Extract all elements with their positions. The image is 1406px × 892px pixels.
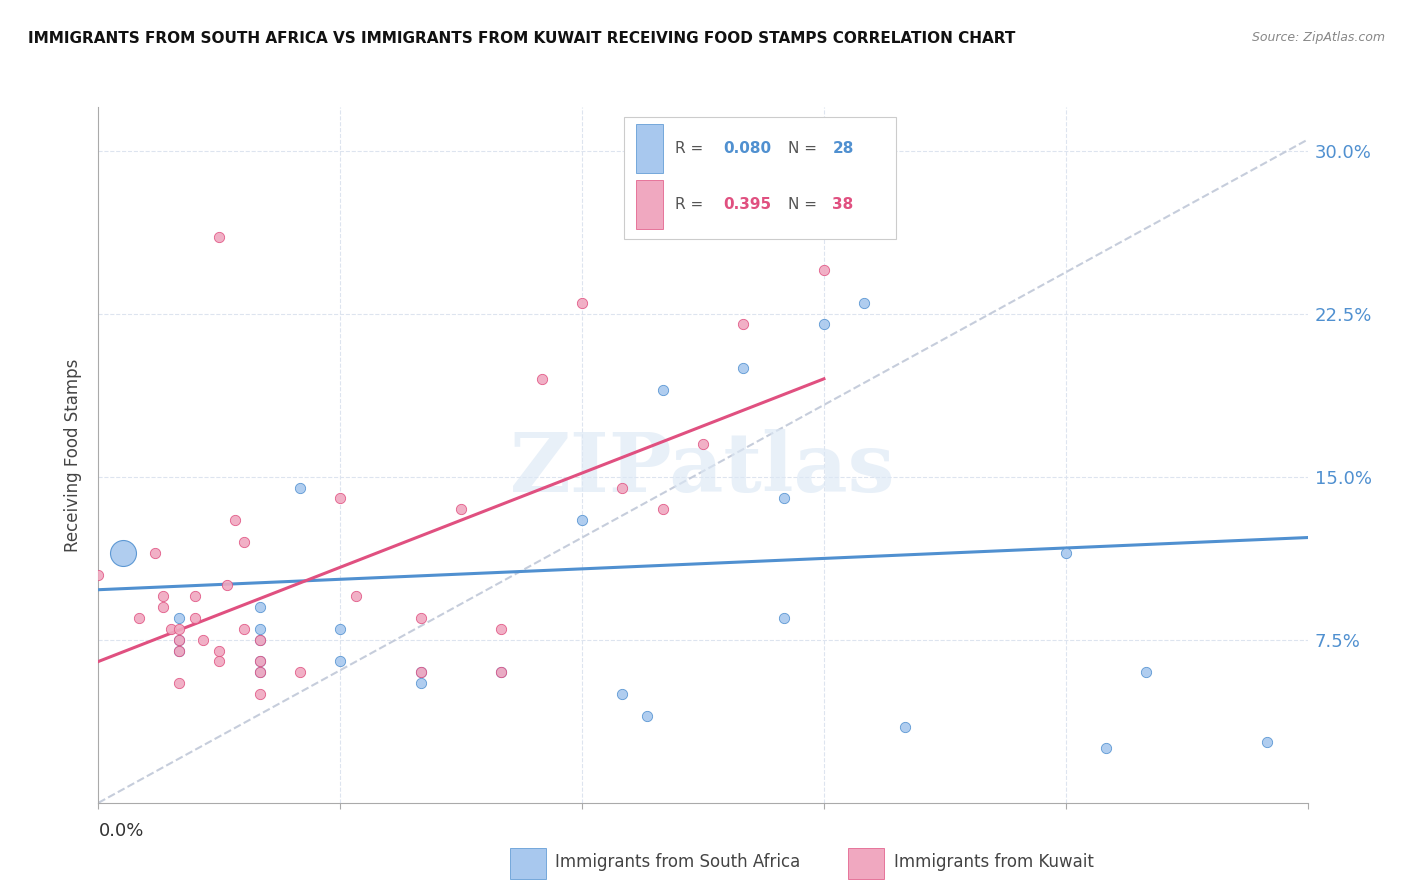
Point <box>208 655 231 669</box>
Point <box>167 622 190 636</box>
Point <box>344 589 367 603</box>
Point <box>152 589 174 603</box>
Text: 0.080: 0.080 <box>724 141 772 156</box>
Point <box>111 546 134 560</box>
Text: 38: 38 <box>832 197 853 212</box>
Point <box>143 546 166 560</box>
Point <box>167 632 190 647</box>
Text: 28: 28 <box>832 141 853 156</box>
Point <box>813 318 835 332</box>
Point <box>329 622 352 636</box>
Bar <box>848 848 884 880</box>
Point <box>733 318 755 332</box>
Point <box>853 295 876 310</box>
Point <box>128 611 150 625</box>
Point <box>1054 546 1077 560</box>
Text: N =: N = <box>787 141 821 156</box>
Point <box>208 230 231 244</box>
Text: Immigrants from South Africa: Immigrants from South Africa <box>555 853 801 871</box>
Point <box>733 360 755 375</box>
Point <box>893 720 915 734</box>
Text: R =: R = <box>675 141 709 156</box>
Point <box>249 687 271 701</box>
Point <box>813 263 835 277</box>
Point <box>167 676 190 690</box>
Point <box>571 295 593 310</box>
Point <box>288 665 311 680</box>
Point <box>249 622 271 636</box>
Point <box>612 481 634 495</box>
Point <box>651 383 673 397</box>
Point <box>193 632 215 647</box>
Point <box>208 643 231 657</box>
Point <box>772 611 794 625</box>
Point <box>152 600 174 615</box>
Point <box>530 372 553 386</box>
Text: Source: ZipAtlas.com: Source: ZipAtlas.com <box>1251 31 1385 45</box>
Point <box>636 708 658 723</box>
Point <box>249 665 271 680</box>
Y-axis label: Receiving Food Stamps: Receiving Food Stamps <box>65 359 83 551</box>
Bar <box>637 125 664 173</box>
Point <box>491 665 513 680</box>
Point <box>167 632 190 647</box>
Text: 0.0%: 0.0% <box>98 822 143 840</box>
Point <box>232 622 254 636</box>
Point <box>612 687 634 701</box>
Text: 0.395: 0.395 <box>724 197 772 212</box>
Bar <box>509 848 546 880</box>
Point <box>249 600 271 615</box>
Point <box>288 481 311 495</box>
Point <box>249 632 271 647</box>
Point <box>160 622 183 636</box>
Point <box>409 665 432 680</box>
Point <box>167 611 190 625</box>
Point <box>409 611 432 625</box>
Point <box>772 491 794 506</box>
Point <box>329 655 352 669</box>
Point <box>249 632 271 647</box>
Point <box>224 513 246 527</box>
Point <box>409 676 432 690</box>
Point <box>1256 735 1278 749</box>
FancyBboxPatch shape <box>624 118 897 239</box>
Text: R =: R = <box>675 197 709 212</box>
Point <box>491 622 513 636</box>
Point <box>1135 665 1157 680</box>
Point <box>651 502 673 516</box>
Point <box>692 437 714 451</box>
Point <box>167 643 190 657</box>
Point <box>571 513 593 527</box>
Bar <box>637 180 664 229</box>
Point <box>329 491 352 506</box>
Point <box>232 534 254 549</box>
Point <box>167 643 190 657</box>
Point <box>249 655 271 669</box>
Point <box>184 611 207 625</box>
Point <box>450 502 472 516</box>
Point <box>184 589 207 603</box>
Point <box>249 665 271 680</box>
Text: Immigrants from Kuwait: Immigrants from Kuwait <box>894 853 1094 871</box>
Point <box>409 665 432 680</box>
Point <box>87 567 110 582</box>
Text: ZIPatlas: ZIPatlas <box>510 429 896 508</box>
Point <box>491 665 513 680</box>
Point <box>1095 741 1118 756</box>
Point <box>249 655 271 669</box>
Point <box>217 578 239 592</box>
Text: N =: N = <box>787 197 821 212</box>
Text: IMMIGRANTS FROM SOUTH AFRICA VS IMMIGRANTS FROM KUWAIT RECEIVING FOOD STAMPS COR: IMMIGRANTS FROM SOUTH AFRICA VS IMMIGRAN… <box>28 31 1015 46</box>
